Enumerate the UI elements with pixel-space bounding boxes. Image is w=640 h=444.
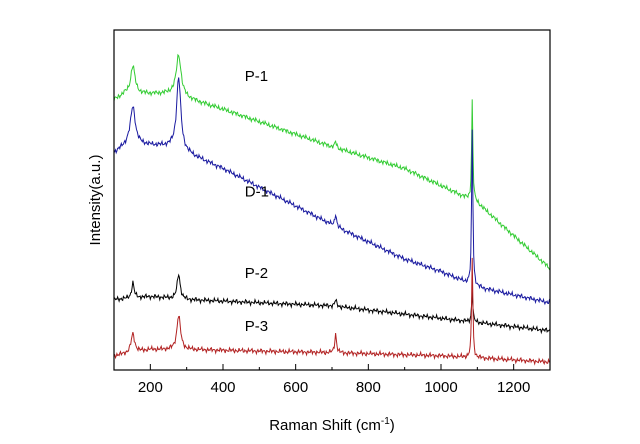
- series-label-d-1: D-1: [245, 184, 269, 201]
- series-line-d-1: [113, 77, 551, 306]
- series-line-p-3: [113, 257, 551, 366]
- x-tick-label-1000: 1000: [424, 379, 457, 396]
- x-axis-title-main: Raman Shift (cm: [269, 417, 381, 434]
- plot-series: [113, 53, 551, 366]
- y-axis-title: Intensity(a.u.): [87, 155, 104, 246]
- series-label-p-2: P-2: [245, 265, 268, 282]
- series-labels: P-1 D-1 P-2 P-3: [245, 68, 269, 335]
- x-tick-label-200: 200: [138, 379, 163, 396]
- series-label-p-1: P-1: [245, 68, 268, 85]
- x-tick-label-400: 400: [210, 379, 235, 396]
- series-label-p-3: P-3: [245, 318, 268, 335]
- x-axis-title-suffix: ): [390, 417, 395, 434]
- x-tick-label-1200: 1200: [497, 379, 530, 396]
- x-tick-label-600: 600: [283, 379, 308, 396]
- series-line-p-1: [113, 53, 551, 271]
- x-axis-ticks: 200 400 600 800 1000 1200: [113, 364, 551, 396]
- series-line-p-2: [113, 273, 551, 335]
- x-tick-label-800: 800: [356, 379, 381, 396]
- x-axis-title: Raman Shift (cm-1): [269, 416, 395, 434]
- x-axis-title-superscript: -1: [381, 416, 390, 427]
